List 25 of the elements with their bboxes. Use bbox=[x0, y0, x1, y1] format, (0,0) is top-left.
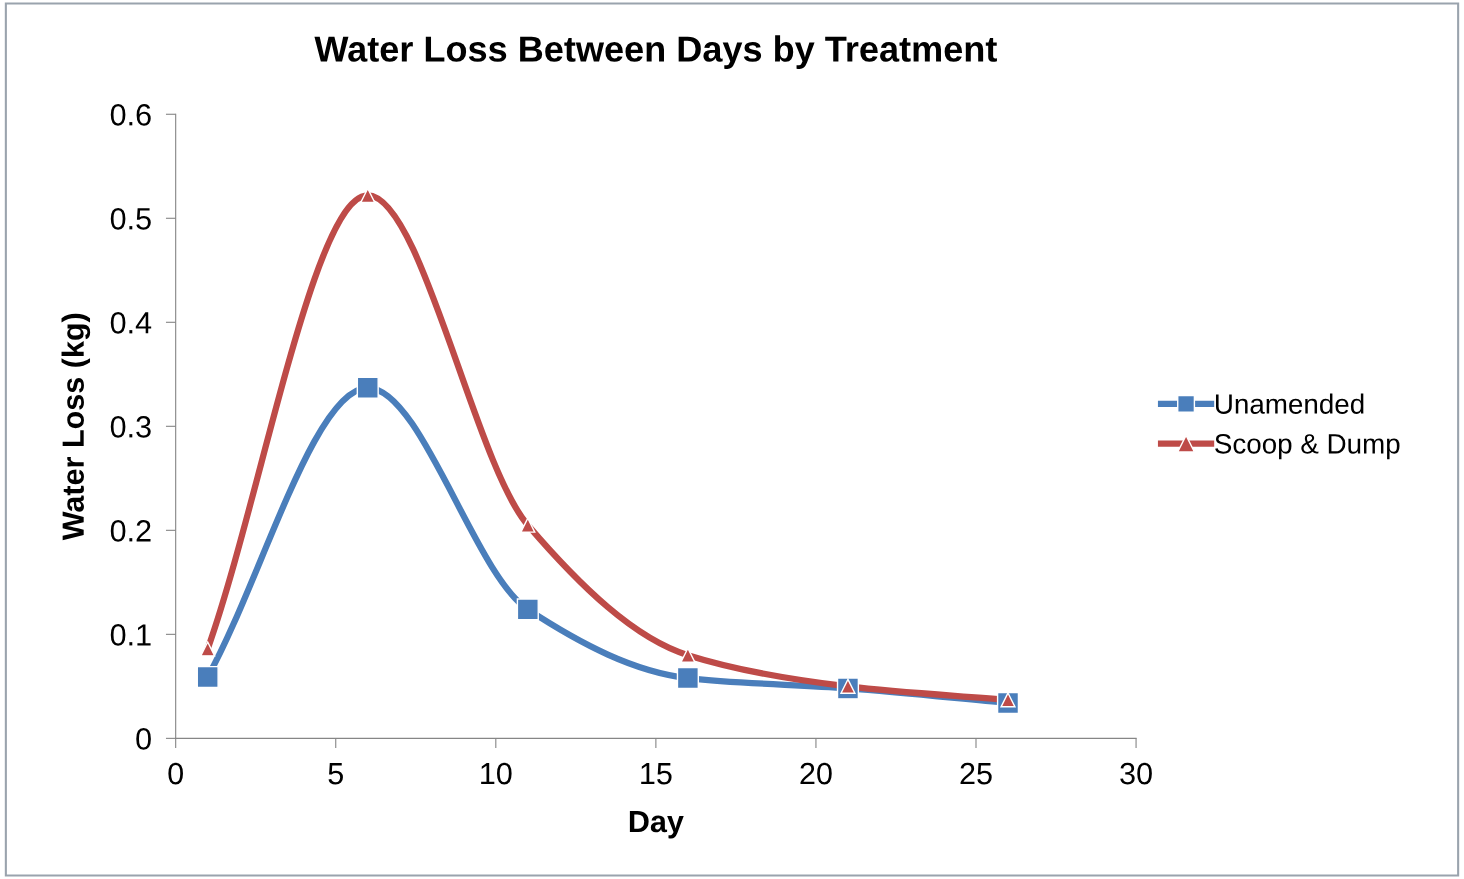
point bbox=[520, 517, 536, 533]
legend-label: Scoop & Dump bbox=[1215, 433, 1400, 460]
x-tick-label: 20 bbox=[800, 762, 832, 785]
x-tick-label: 25 bbox=[960, 762, 992, 785]
x-tick-label: 0 bbox=[168, 762, 183, 785]
x-tick-label: 5 bbox=[328, 763, 343, 785]
y-tick-label: 0.4 bbox=[110, 312, 152, 334]
x-tick-label: 30 bbox=[1120, 762, 1152, 785]
y-tick-label: 0 bbox=[136, 728, 151, 750]
point bbox=[516, 598, 539, 621]
legend-label: Unamended bbox=[1215, 393, 1364, 414]
point bbox=[200, 641, 216, 657]
y-axis-title: Water Loss (kg) bbox=[61, 313, 91, 541]
y-tick-label: 0.6 bbox=[110, 104, 151, 126]
point bbox=[356, 376, 379, 399]
point bbox=[196, 665, 219, 689]
y-tick-label: 0.1 bbox=[110, 624, 151, 646]
point bbox=[676, 666, 699, 690]
y-tick-label: 0.3 bbox=[110, 416, 151, 438]
x-axis-title: Day bbox=[629, 811, 684, 839]
chart-title: Water Loss Between Days by Treatment bbox=[314, 35, 997, 69]
y-tick-label: 0.2 bbox=[110, 520, 151, 542]
x-tick-label: 15 bbox=[641, 763, 672, 785]
x-tick-label: 10 bbox=[481, 762, 512, 785]
y-tick-label: 0.5 bbox=[110, 208, 151, 230]
